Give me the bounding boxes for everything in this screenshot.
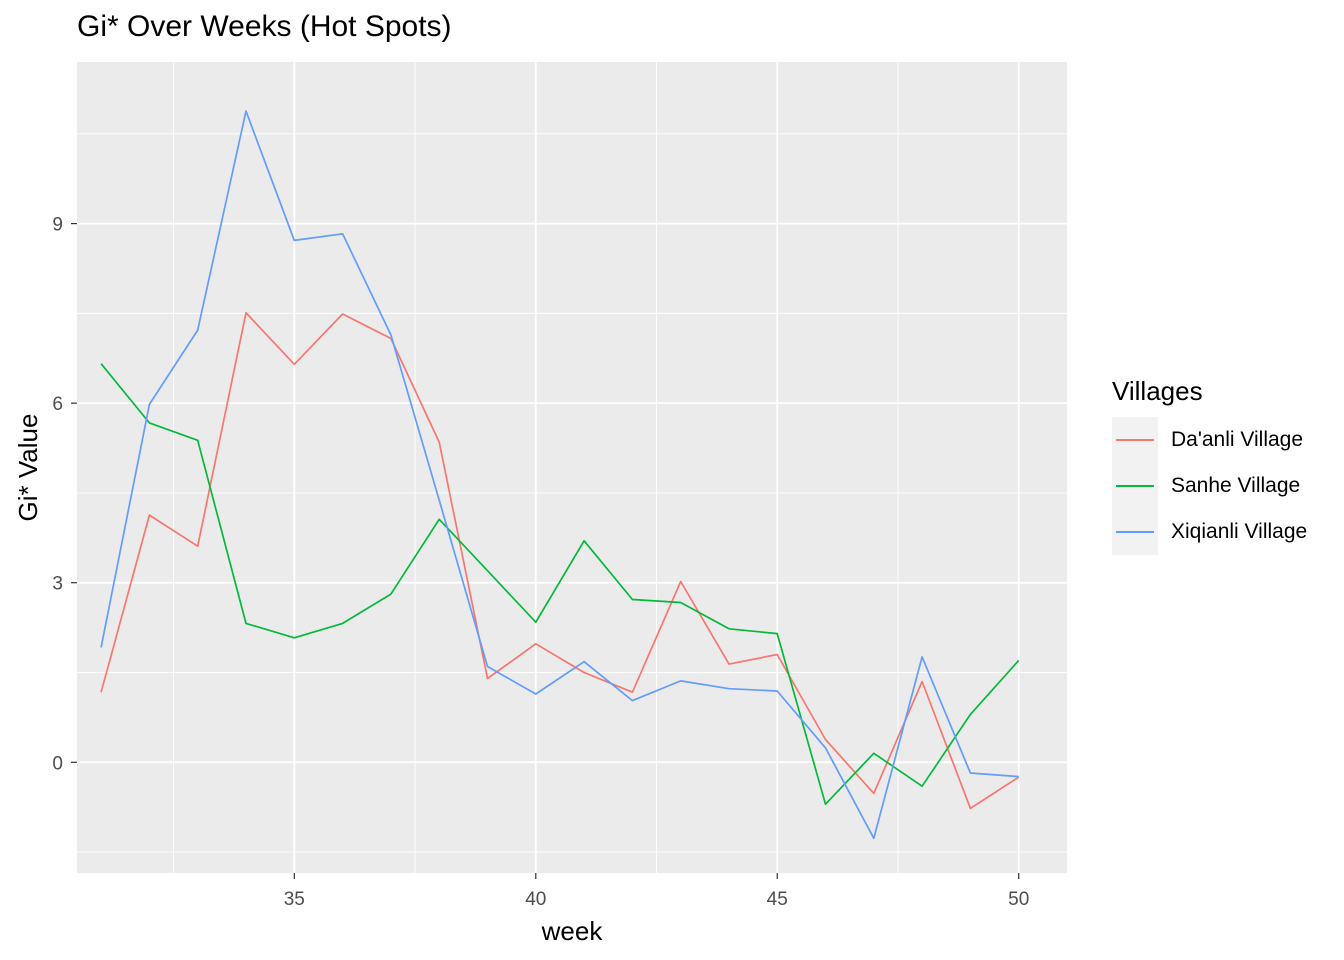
- legend-label-daanli: Da'anli Village: [1171, 428, 1304, 451]
- y-tick-label: 6: [52, 394, 63, 415]
- y-tick-label: 9: [52, 215, 63, 236]
- x-tick-label: 40: [525, 889, 546, 910]
- legend-item-xiqianli: Xiqianli Village: [1112, 509, 1332, 555]
- series-line-0: [100, 311, 1020, 810]
- y-tick-label: 0: [52, 753, 63, 774]
- y-axis-label: Gi* Value: [13, 414, 43, 522]
- legend-label-sanhe: Sanhe Village: [1171, 474, 1301, 497]
- series-lines: [100, 110, 1020, 840]
- x-tick-label: 50: [1008, 889, 1029, 910]
- x-axis-label: week: [541, 916, 604, 946]
- legend-key-daanli: [1112, 417, 1158, 463]
- major-gridlines: [77, 62, 1067, 873]
- legend-item-daanli: Da'anli Village: [1112, 417, 1332, 463]
- axes: 35 40 45 50 0 3 6 9 week Gi* Value: [13, 215, 1029, 946]
- y-tick-label: 3: [52, 574, 63, 595]
- x-tick-label: 35: [284, 889, 305, 910]
- legend-key-xiqianli: [1112, 509, 1158, 555]
- legend-key-sanhe: [1112, 463, 1158, 509]
- plot-panel: [77, 62, 1067, 873]
- x-tick-label: 45: [767, 889, 788, 910]
- chart-title: Gi* Over Weeks (Hot Spots): [77, 10, 452, 43]
- legend-item-sanhe: Sanhe Village: [1112, 463, 1332, 509]
- legend: Villages Da'anli Village Sanhe Village X…: [1112, 376, 1332, 555]
- series-line-1: [100, 363, 1020, 806]
- series-line-2: [100, 110, 1019, 840]
- legend-title: Villages: [1112, 376, 1203, 406]
- legend-label-xiqianli: Xiqianli Village: [1171, 520, 1308, 543]
